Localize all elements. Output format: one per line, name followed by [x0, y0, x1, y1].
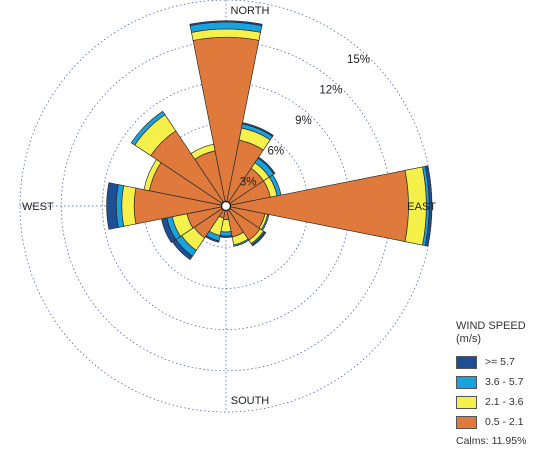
ring-label-6: 6%: [267, 146, 284, 158]
ring-label-3: 3%: [240, 176, 257, 188]
legend-label-05-21: 0.5 - 2.1: [485, 416, 524, 428]
ring-label-15: 15%: [347, 54, 370, 66]
legend-title-line1: WIND SPEED: [456, 320, 526, 332]
direction-label-south: SOUTH: [231, 395, 270, 407]
petal-s-s3: [219, 235, 233, 238]
legend-item-05-21: 0.5 - 2.1: [456, 412, 544, 432]
legend-swatch-21-36: [456, 395, 477, 409]
legend: WIND SPEED (m/s) >= 5.7 3.6 - 5.7 2.1 - …: [456, 320, 544, 447]
petal-sse-s2: [233, 238, 250, 247]
labels-group: 3% 6% 9% 12% 15% NORTH EAST SOUTH WEST: [22, 5, 436, 407]
ring-label-12: 12%: [319, 85, 342, 97]
legend-label-21-36: 2.1 - 3.6: [485, 396, 524, 408]
legend-title: WIND SPEED (m/s): [456, 320, 544, 346]
calms-text: Calms: 11.95%: [456, 435, 527, 447]
legend-swatch-36-57: [456, 375, 477, 389]
petal-w-s3: [106, 182, 119, 230]
petals-group: [106, 20, 433, 261]
legend-item-36-57: 3.6 - 5.7: [456, 372, 544, 392]
direction-label-west: WEST: [22, 201, 54, 213]
petal-nne-s3: [241, 122, 274, 137]
legend-label-36-57: 3.6 - 5.7: [485, 376, 524, 388]
legend-swatch-05-21: [456, 415, 477, 429]
direction-label-east: EAST: [407, 201, 436, 213]
petal-nw-s2: [130, 110, 166, 146]
petal-s-s2: [219, 231, 233, 237]
petal-se-s3: [251, 231, 267, 247]
ring-label-9: 9%: [295, 115, 312, 127]
legend-title-line2: (m/s): [456, 333, 482, 345]
center-hub: [220, 200, 232, 212]
legend-item-ge57: >= 5.7: [456, 352, 544, 372]
legend-label-ge57: >= 5.7: [485, 356, 515, 368]
legend-swatch-ge57: [456, 355, 477, 369]
direction-label-north: NORTH: [231, 5, 270, 17]
petal-nnw-s1: [190, 143, 216, 160]
petal-ne-s3: [257, 156, 276, 175]
petal-e-s3: [424, 165, 433, 247]
petal-w-s1: [121, 185, 137, 227]
legend-item-21-36: 2.1 - 3.6: [456, 392, 544, 412]
petal-n-s3: [189, 20, 263, 27]
